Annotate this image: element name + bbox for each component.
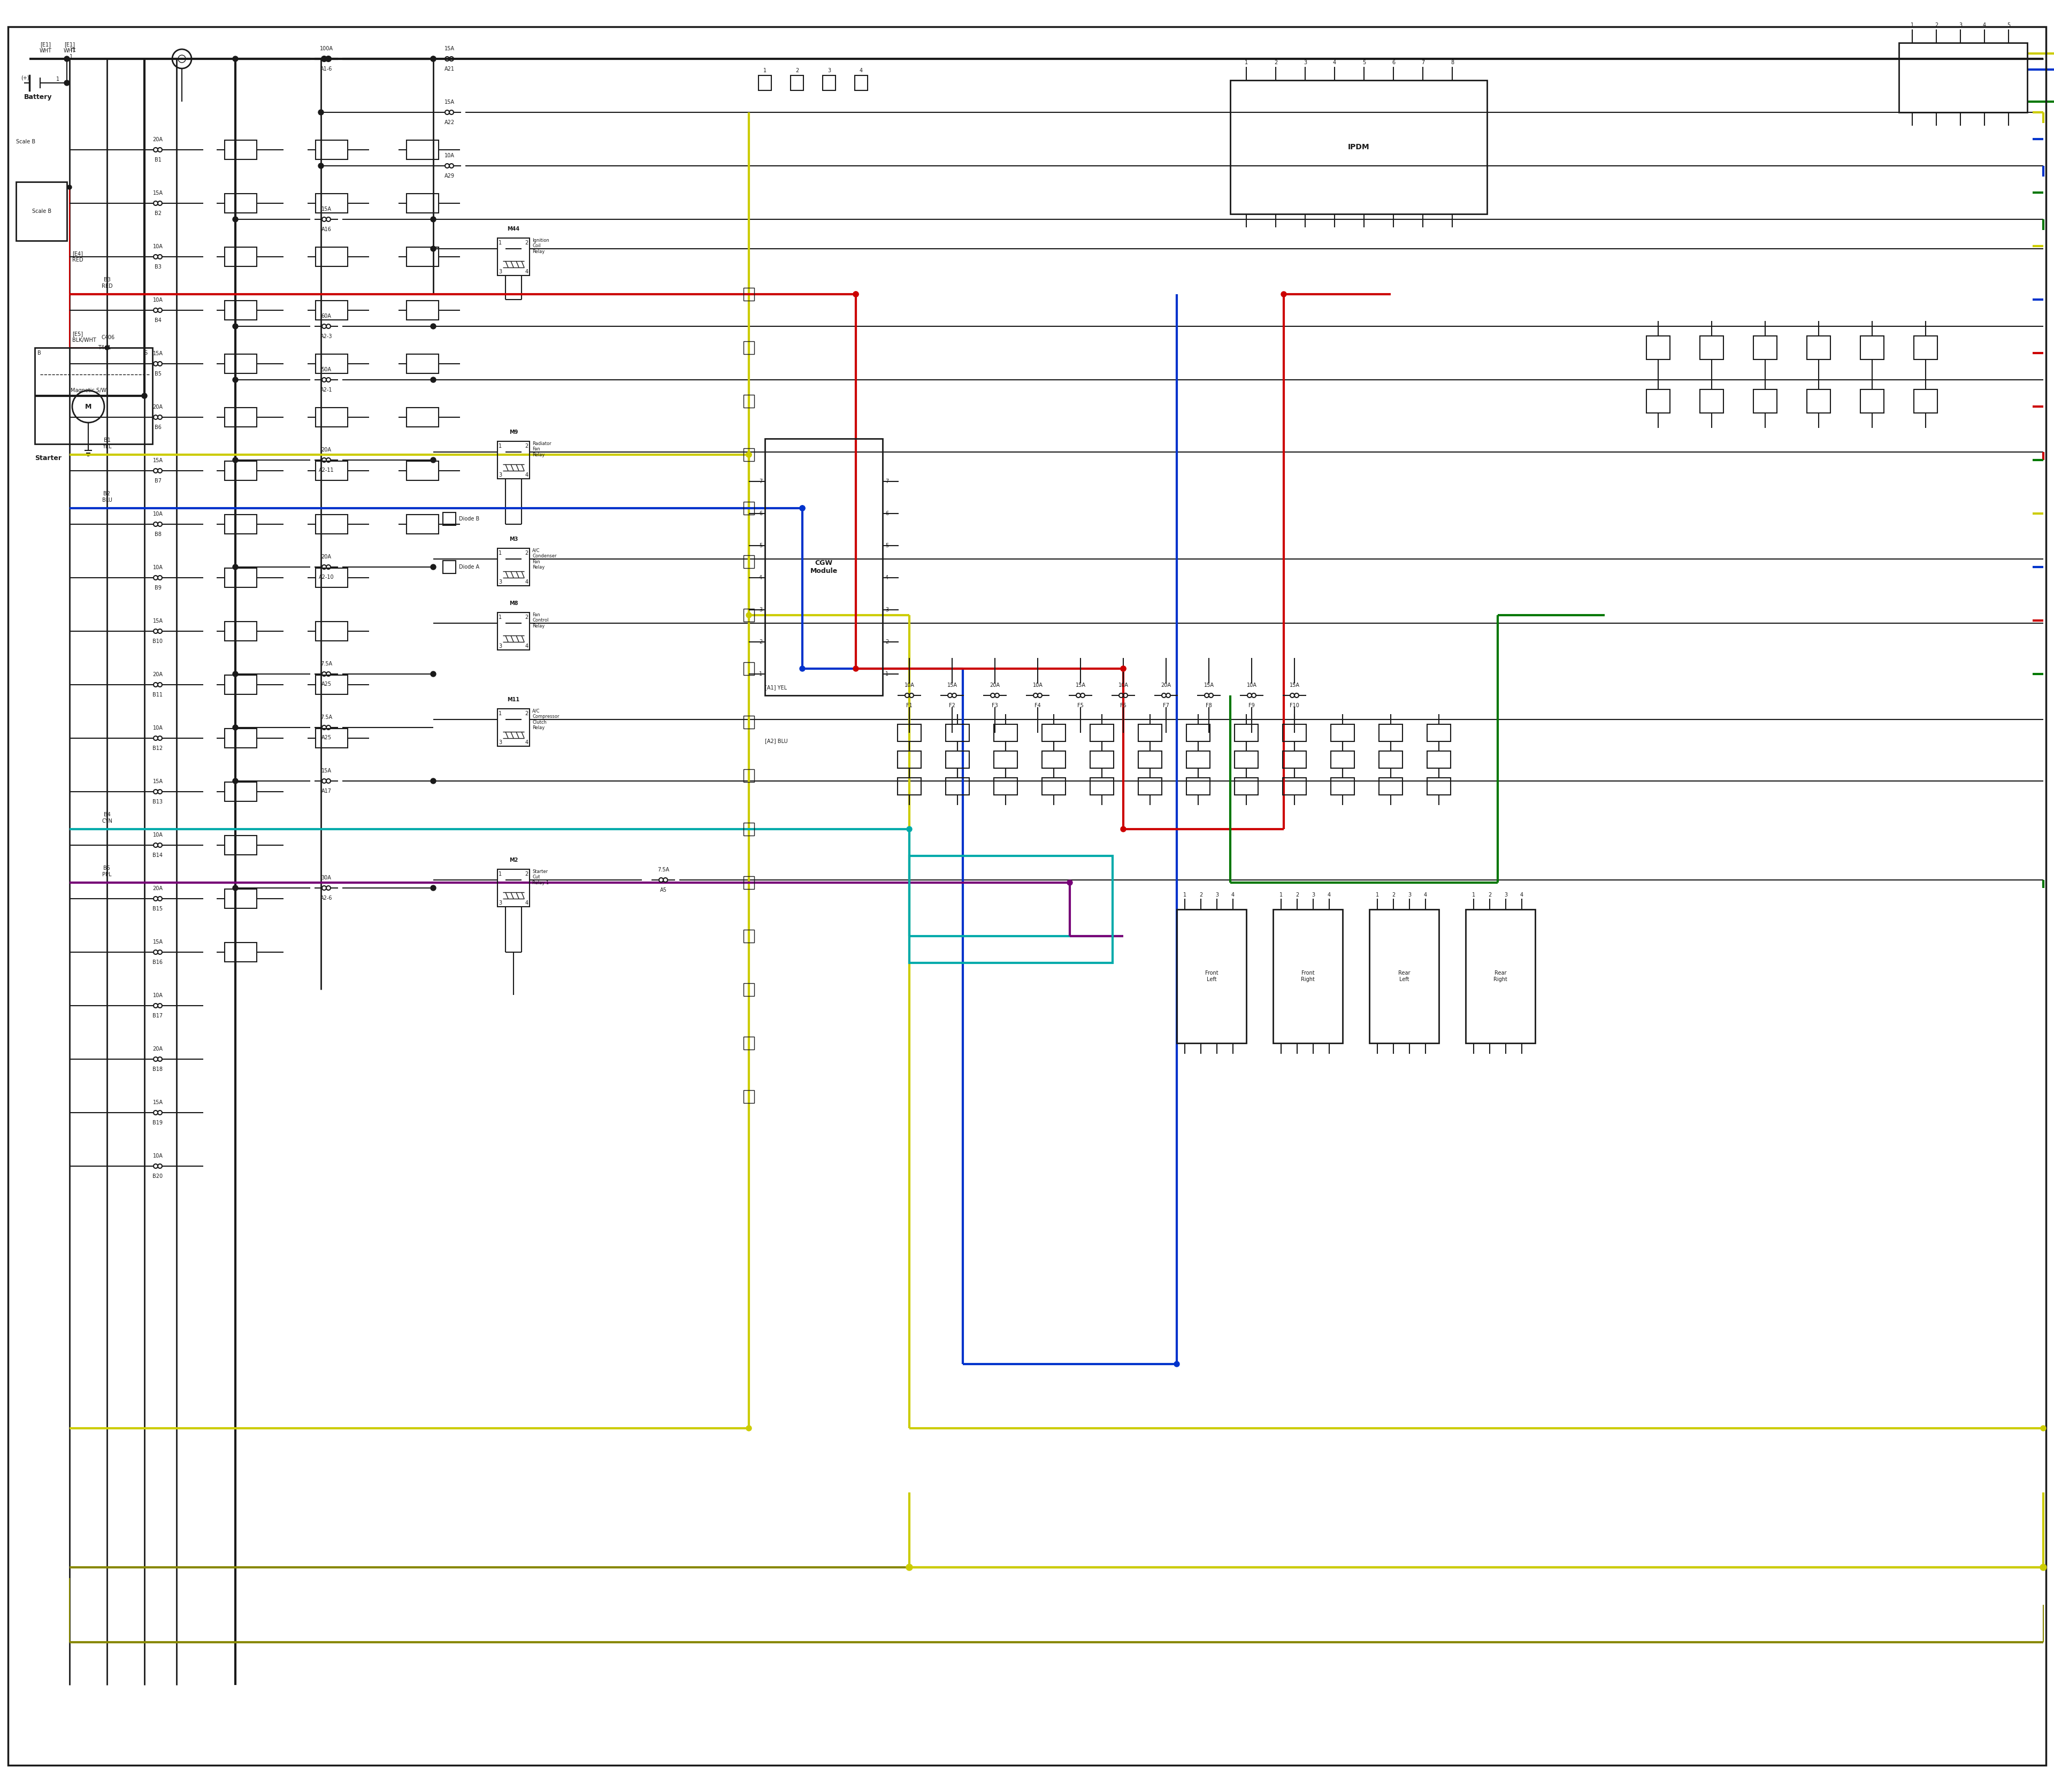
Bar: [1187, 751, 1210, 769]
Text: B11: B11: [152, 692, 162, 697]
Bar: [224, 568, 257, 588]
Text: 100A: 100A: [320, 47, 333, 52]
Text: 20A: 20A: [152, 1047, 162, 1052]
Circle shape: [1175, 1362, 1179, 1367]
Text: A21: A21: [444, 66, 454, 72]
Text: 20A: 20A: [152, 136, 162, 142]
Text: 3: 3: [1216, 892, 1218, 898]
Bar: [744, 340, 754, 355]
Text: F6: F6: [1119, 702, 1126, 708]
Bar: [224, 407, 257, 426]
Bar: [1331, 724, 1354, 742]
Bar: [316, 194, 347, 213]
Circle shape: [232, 778, 238, 783]
Bar: [994, 751, 1017, 769]
Bar: [224, 835, 257, 855]
Text: 1: 1: [885, 672, 889, 677]
Text: B19: B19: [152, 1120, 162, 1125]
Circle shape: [318, 109, 325, 115]
Text: 3: 3: [499, 900, 501, 905]
Text: M11: M11: [507, 697, 520, 702]
Text: 2: 2: [1487, 892, 1491, 898]
Bar: [316, 461, 347, 480]
Text: 7.5A: 7.5A: [320, 661, 333, 667]
Bar: [1177, 909, 1247, 1043]
Text: 4: 4: [526, 473, 528, 478]
Text: 7.5A: 7.5A: [320, 715, 333, 720]
Bar: [1138, 724, 1163, 742]
Text: 4: 4: [1230, 892, 1234, 898]
Text: F4: F4: [1035, 702, 1041, 708]
Bar: [224, 461, 257, 480]
Text: Starter
Cut
Relay 1: Starter Cut Relay 1: [532, 869, 548, 885]
Text: 15A: 15A: [444, 100, 454, 106]
Bar: [1282, 778, 1306, 796]
Circle shape: [906, 1564, 912, 1570]
Text: 1: 1: [499, 871, 501, 876]
Bar: [1282, 751, 1306, 769]
Text: 15A: 15A: [1076, 683, 1087, 688]
Bar: [316, 140, 347, 159]
Bar: [497, 869, 530, 907]
Text: 3: 3: [885, 607, 889, 613]
Bar: [994, 778, 1017, 796]
Bar: [1647, 335, 1670, 360]
Bar: [744, 502, 754, 514]
Text: 2: 2: [526, 550, 528, 556]
Bar: [1378, 724, 1403, 742]
Bar: [316, 676, 347, 694]
Text: 2: 2: [526, 240, 528, 246]
Bar: [1138, 778, 1163, 796]
Text: A25: A25: [320, 681, 331, 686]
Text: F1: F1: [906, 702, 912, 708]
Text: 4: 4: [885, 575, 889, 581]
Circle shape: [431, 672, 435, 677]
Text: 15A: 15A: [152, 459, 162, 464]
Text: B2
BLU: B2 BLU: [103, 491, 113, 504]
Text: 20A: 20A: [152, 885, 162, 891]
Text: 10A: 10A: [1247, 683, 1257, 688]
Text: B15: B15: [152, 907, 162, 912]
Text: A17: A17: [320, 788, 331, 794]
Bar: [16, 181, 68, 240]
Circle shape: [746, 613, 752, 618]
Text: Front
Right: Front Right: [1300, 971, 1315, 982]
Bar: [1091, 724, 1113, 742]
Text: 15A: 15A: [1204, 683, 1214, 688]
Text: [E5]
BLK/WHT: [E5] BLK/WHT: [72, 332, 97, 342]
Bar: [1234, 724, 1257, 742]
Text: 4: 4: [758, 575, 762, 581]
Text: 15A: 15A: [152, 780, 162, 785]
Bar: [1091, 778, 1113, 796]
Text: F2: F2: [949, 702, 955, 708]
Text: 1: 1: [1376, 892, 1378, 898]
Bar: [316, 355, 347, 373]
Bar: [444, 513, 456, 525]
Text: 15A: 15A: [444, 47, 454, 52]
Bar: [1091, 751, 1113, 769]
Text: 15A: 15A: [152, 1100, 162, 1106]
Text: A2-3: A2-3: [320, 333, 333, 339]
Circle shape: [318, 163, 325, 168]
Bar: [1898, 43, 2027, 113]
Text: 15A: 15A: [152, 190, 162, 195]
Bar: [744, 823, 754, 835]
Bar: [994, 724, 1017, 742]
Bar: [1647, 389, 1670, 412]
Circle shape: [142, 392, 148, 398]
Text: 20A: 20A: [990, 683, 1000, 688]
Text: A22: A22: [444, 120, 454, 125]
Circle shape: [64, 81, 70, 86]
Circle shape: [431, 564, 435, 570]
Bar: [444, 561, 456, 573]
Bar: [316, 568, 347, 588]
Bar: [791, 75, 803, 90]
Bar: [1861, 389, 1884, 412]
Text: F10: F10: [1290, 702, 1300, 708]
Bar: [1467, 909, 1534, 1043]
Circle shape: [906, 826, 912, 831]
Text: 20A: 20A: [152, 672, 162, 677]
Text: 7: 7: [885, 478, 889, 484]
Text: Rear
Right: Rear Right: [1493, 971, 1508, 982]
Bar: [497, 548, 530, 586]
